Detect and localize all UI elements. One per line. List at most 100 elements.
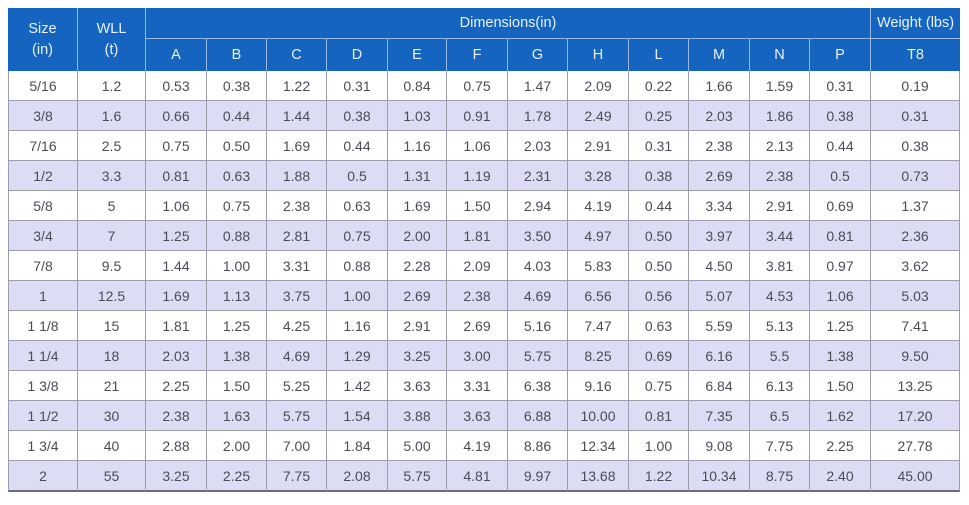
dimension-cell: 0.25 bbox=[629, 101, 689, 131]
dimension-cell: 9.16 bbox=[568, 371, 629, 401]
dimension-cell: 0.75 bbox=[447, 71, 508, 101]
wll-cell: 2.5 bbox=[78, 131, 146, 161]
dimension-cell: 5.07 bbox=[689, 281, 750, 311]
dimension-cell: 9.08 bbox=[689, 431, 750, 461]
table-row: 7/16 2.5 0.75 0.50 1.69 0.44 1.16 1.06 2.03 2.91 0… bbox=[8, 131, 961, 161]
table-header: Size (in) WLL (t) Dimensions(in) Weight … bbox=[8, 8, 961, 71]
dimension-cell: 2.38 bbox=[267, 191, 327, 221]
dimension-cell: 2.91 bbox=[568, 131, 629, 161]
dimension-cell: 2.00 bbox=[388, 221, 447, 251]
table-row: 1 12.5 1.69 1.13 3.75 1.00 2.69 2.38 4.69 6.56 0.5… bbox=[8, 281, 961, 311]
dimension-cell: 1.50 bbox=[207, 371, 267, 401]
dimension-cell: 1.54 bbox=[327, 401, 388, 431]
col-header-size-line1: Size bbox=[28, 20, 57, 37]
dimension-cell: 1.31 bbox=[388, 161, 447, 191]
dimension-cell: 9.97 bbox=[508, 461, 568, 492]
dimension-cell: 5.75 bbox=[388, 461, 447, 492]
weight-cell: 3.62 bbox=[871, 251, 961, 281]
dim-subcolumn-header: L bbox=[629, 39, 689, 71]
dimension-cell: 2.25 bbox=[207, 461, 267, 492]
size-cell: 7/8 bbox=[8, 251, 78, 281]
weight-subcolumn-header: T8 bbox=[871, 39, 961, 71]
dimension-cell: 0.75 bbox=[629, 371, 689, 401]
dimension-cell: 0.88 bbox=[207, 221, 267, 251]
dimension-cell: 1.88 bbox=[267, 161, 327, 191]
dimension-cell: 4.19 bbox=[447, 431, 508, 461]
dim-subcolumn-header: E bbox=[388, 39, 447, 71]
dim-subcolumn-header: H bbox=[568, 39, 629, 71]
dimension-cell: 3.97 bbox=[689, 221, 750, 251]
dimension-cell: 1.50 bbox=[810, 371, 872, 401]
table-row: 1 1/2 30 2.38 1.63 5.75 1.54 3.88 3.63 6.88 10.00… bbox=[8, 401, 961, 431]
dimension-cell: 1.06 bbox=[146, 191, 207, 221]
dimension-cell: 2.08 bbox=[327, 461, 388, 492]
col-header-wll-line1: WLL bbox=[96, 20, 127, 37]
dimension-cell: 0.38 bbox=[629, 161, 689, 191]
dimension-cell: 2.69 bbox=[388, 281, 447, 311]
dimension-cell: 1.22 bbox=[267, 71, 327, 101]
weight-cell: 0.31 bbox=[871, 101, 961, 131]
dimension-cell: 2.49 bbox=[568, 101, 629, 131]
dimension-cell: 2.38 bbox=[146, 401, 207, 431]
dimension-cell: 2.91 bbox=[388, 311, 447, 341]
dimension-cell: 7.00 bbox=[267, 431, 327, 461]
dimension-cell: 2.38 bbox=[689, 131, 750, 161]
dimension-cell: 2.91 bbox=[750, 191, 810, 221]
dimension-cell: 1.13 bbox=[207, 281, 267, 311]
wll-cell: 9.5 bbox=[78, 251, 146, 281]
table-row: 5/8 5 1.06 0.75 2.38 0.63 1.69 1.50 2.94 4.19 0.44… bbox=[8, 191, 961, 221]
dimension-cell: 1.69 bbox=[388, 191, 447, 221]
dimension-cell: 4.81 bbox=[447, 461, 508, 492]
dimension-cell: 3.63 bbox=[447, 401, 508, 431]
dimension-cell: 0.22 bbox=[629, 71, 689, 101]
dimension-cell: 0.44 bbox=[810, 131, 872, 161]
dimension-cell: 2.09 bbox=[447, 251, 508, 281]
weight-cell: 5.03 bbox=[871, 281, 961, 311]
dimension-cell: 0.53 bbox=[146, 71, 207, 101]
weight-cell: 45.00 bbox=[871, 461, 961, 492]
col-header-wll: WLL (t) bbox=[78, 8, 146, 71]
wll-cell: 40 bbox=[78, 431, 146, 461]
dimension-cell: 1.22 bbox=[629, 461, 689, 492]
dim-subcolumn-header: P bbox=[810, 39, 872, 71]
dimension-cell: 0.63 bbox=[629, 311, 689, 341]
dimension-cell: 0.50 bbox=[629, 221, 689, 251]
dimension-cell: 1.63 bbox=[207, 401, 267, 431]
dimension-cell: 1.25 bbox=[810, 311, 872, 341]
dimension-cell: 0.44 bbox=[207, 101, 267, 131]
dimension-cell: 0.31 bbox=[327, 71, 388, 101]
dimension-cell: 0.38 bbox=[207, 71, 267, 101]
dimension-cell: 1.25 bbox=[146, 221, 207, 251]
dimension-cell: 2.25 bbox=[810, 431, 872, 461]
dimension-cell: 0.69 bbox=[629, 341, 689, 371]
dimension-cell: 0.44 bbox=[629, 191, 689, 221]
dimension-cell: 1.81 bbox=[447, 221, 508, 251]
dimension-cell: 0.84 bbox=[388, 71, 447, 101]
dimension-cell: 2.03 bbox=[508, 131, 568, 161]
size-cell: 1 3/8 bbox=[8, 371, 78, 401]
dimension-cell: 1.00 bbox=[327, 281, 388, 311]
dimension-cell: 3.31 bbox=[267, 251, 327, 281]
dimension-cell: 1.06 bbox=[447, 131, 508, 161]
size-cell: 3/8 bbox=[8, 101, 78, 131]
wll-cell: 15 bbox=[78, 311, 146, 341]
dimension-cell: 0.31 bbox=[629, 131, 689, 161]
dimension-cell: 5.25 bbox=[267, 371, 327, 401]
dimension-cell: 5.83 bbox=[568, 251, 629, 281]
dimension-cell: 1.16 bbox=[327, 311, 388, 341]
dimension-cell: 0.66 bbox=[146, 101, 207, 131]
dimension-cell: 1.06 bbox=[810, 281, 872, 311]
dimension-cell: 0.63 bbox=[207, 161, 267, 191]
dimension-cell: 1.69 bbox=[267, 131, 327, 161]
dimension-cell: 0.81 bbox=[629, 401, 689, 431]
dimension-cell: 4.69 bbox=[508, 281, 568, 311]
dimension-cell: 2.69 bbox=[447, 311, 508, 341]
dimension-cell: 0.75 bbox=[146, 131, 207, 161]
dimension-cell: 1.19 bbox=[447, 161, 508, 191]
dimension-cell: 0.38 bbox=[327, 101, 388, 131]
table-row: 1 1/8 15 1.81 1.25 4.25 1.16 2.91 2.69 5.16 7.47 0… bbox=[8, 311, 961, 341]
dim-subcolumn-header: A bbox=[146, 39, 207, 71]
dimension-cell: 2.81 bbox=[267, 221, 327, 251]
size-cell: 5/8 bbox=[8, 191, 78, 221]
dimension-cell: 0.63 bbox=[327, 191, 388, 221]
